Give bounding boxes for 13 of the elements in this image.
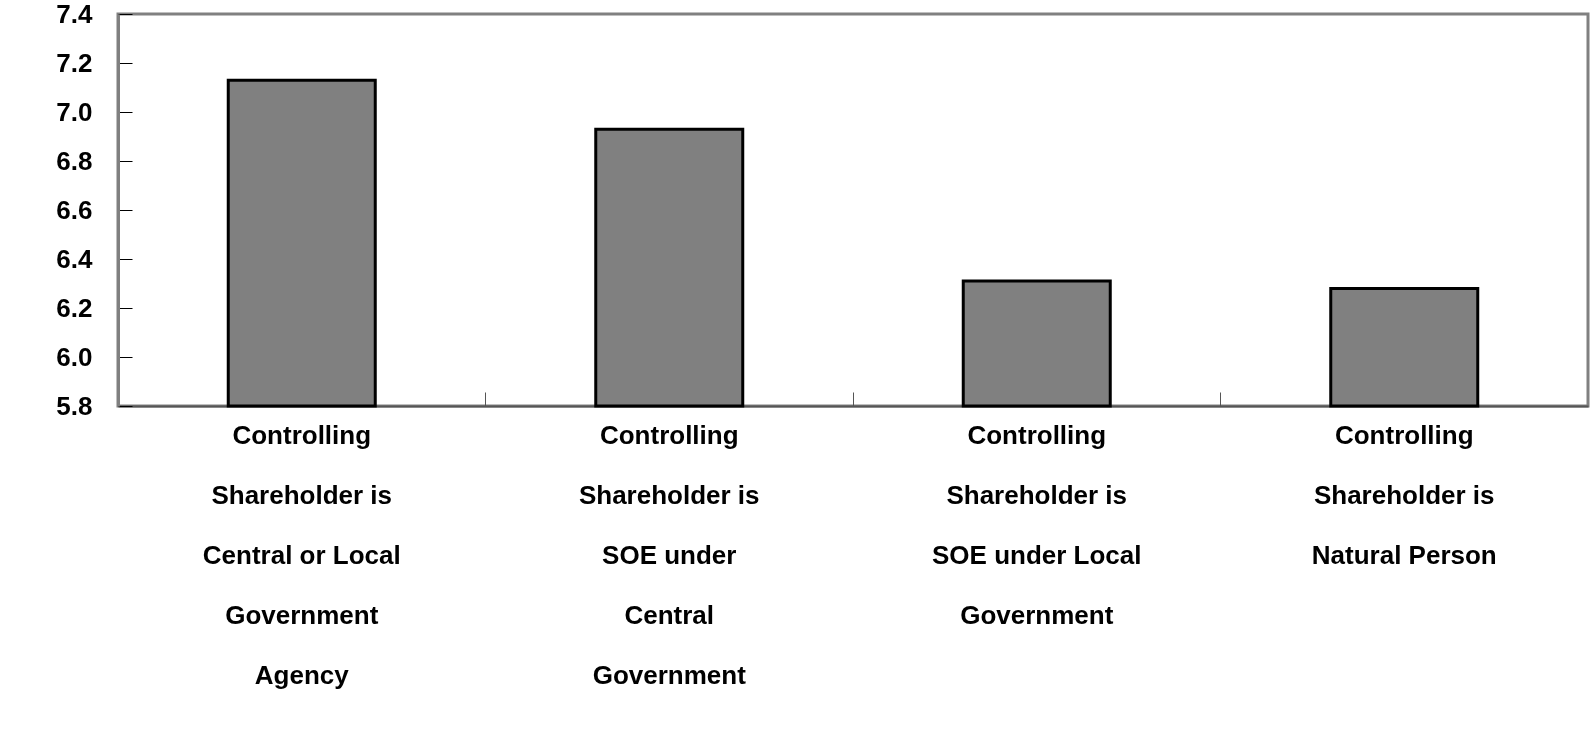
y-tick-label: 7.2 [56, 47, 93, 78]
y-tick-label: 6.2 [56, 292, 93, 323]
x-tick-label: Controlling Shareholder is SOE under Local Government [932, 419, 1142, 630]
x-tick-label: Controlling Shareholder is Central or Local Government Agency [202, 419, 401, 690]
x-tick-label: Controlling Shareholder is Natural Person [1311, 419, 1497, 570]
y-tick-label: 6.4 [56, 243, 94, 274]
y-tick-label: 7.4 [56, 0, 94, 29]
y-tick-label: 6.8 [56, 145, 93, 176]
x-tick-label: Controlling Shareholder is SOE under Central Government [578, 419, 760, 690]
y-tick-label: 6.0 [56, 341, 93, 372]
y-tick-label: 5.8 [56, 390, 93, 421]
y-tick-label: 6.6 [56, 194, 93, 225]
y-tick-label: 7.0 [56, 96, 93, 127]
